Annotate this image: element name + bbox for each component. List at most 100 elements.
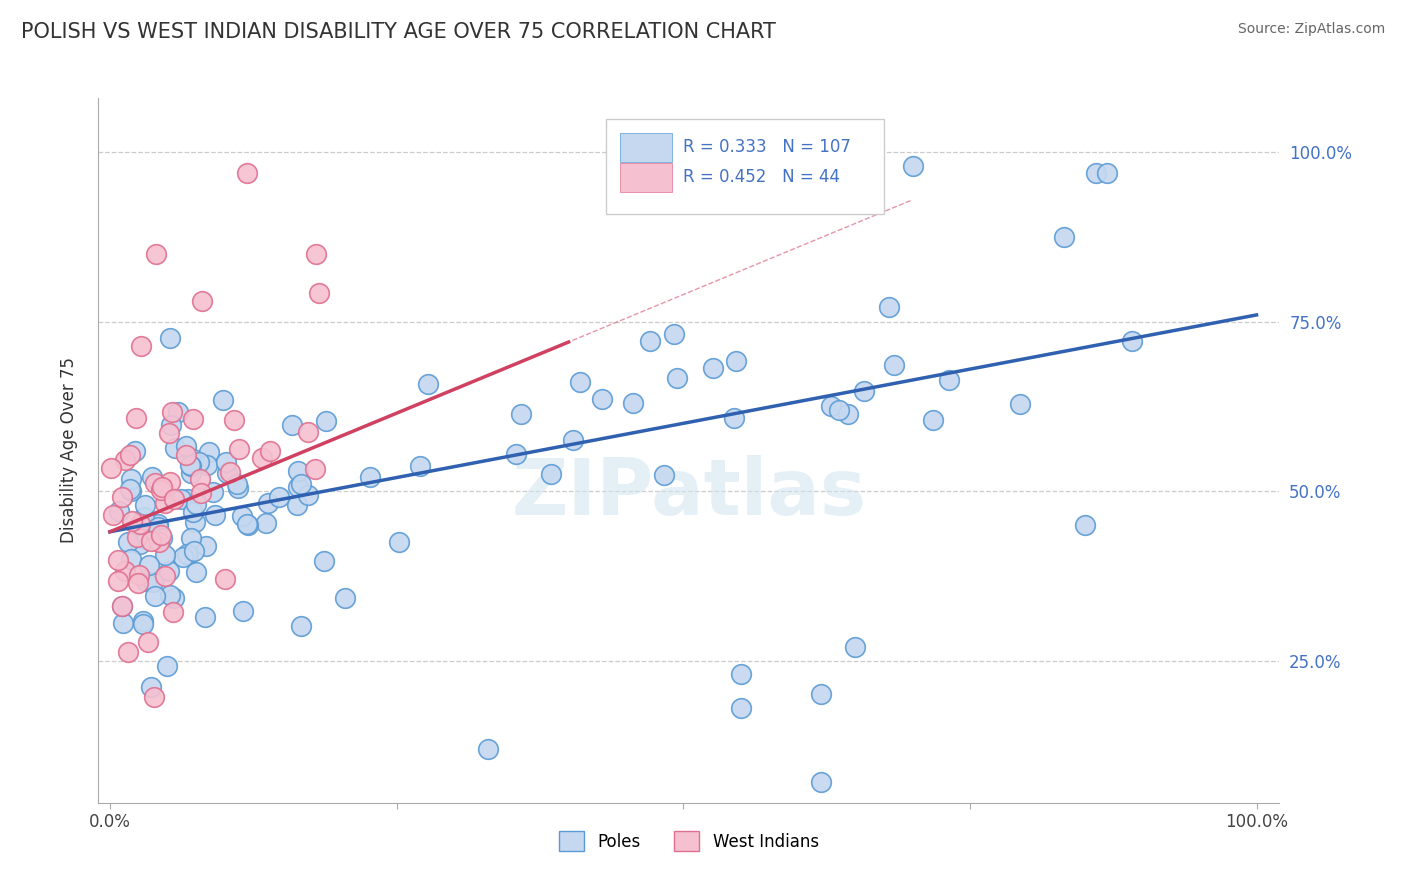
Point [652,468,675,483]
Point [837,407,859,421]
Point [120,484,142,499]
Point [226,482,249,496]
Point [165,441,187,455]
Point [883,359,905,373]
Point [281,418,304,433]
Point [142,575,165,590]
Point [510,407,533,421]
Point [1053,229,1076,244]
Text: POLISH VS WEST INDIAN DISABILITY AGE OVER 75 CORRELATION CHART: POLISH VS WEST INDIAN DISABILITY AGE OVE… [21,22,776,42]
Point [136,634,159,648]
Point [117,645,139,659]
Point [250,451,273,466]
Point [179,458,201,472]
Point [335,591,357,605]
Point [128,537,150,551]
Point [180,531,202,545]
Point [183,515,205,529]
Point [143,690,166,704]
Point [287,480,309,494]
Point [162,605,184,619]
Point [107,574,129,588]
Point [225,476,247,491]
Point [150,480,173,494]
Point [181,505,204,519]
Point [388,535,411,549]
FancyBboxPatch shape [620,133,672,161]
Point [156,659,179,673]
Point [170,492,193,507]
Point [730,667,752,681]
Point [1121,334,1143,348]
Point [134,509,156,524]
Point [111,615,134,630]
Point [159,475,181,490]
Point [114,453,136,467]
Point [285,498,308,512]
Point [177,492,200,507]
Point [591,392,613,406]
Point [853,384,876,399]
Point [148,535,170,549]
Point [194,539,217,553]
Point [159,426,181,441]
Point [297,488,319,502]
Point [305,247,328,261]
Point [214,572,236,586]
Point [127,530,149,544]
Point [129,339,152,353]
Point [120,473,142,487]
Point [111,490,134,504]
Point [184,565,207,579]
Point [163,591,186,606]
Point [195,458,218,473]
Point [540,467,562,481]
Y-axis label: Disability Age Over 75: Disability Age Over 75 [59,358,77,543]
Text: Source: ZipAtlas.com: Source: ZipAtlas.com [1237,22,1385,37]
Point [120,482,142,496]
Point [308,286,330,301]
Point [176,547,198,561]
Point [163,491,186,506]
Point [290,477,312,491]
Point [159,330,181,344]
Point [174,439,197,453]
Point [224,413,246,427]
Point [143,589,166,603]
Point [359,470,381,484]
Point [107,553,129,567]
Point [198,445,221,459]
Point [190,486,212,500]
FancyBboxPatch shape [620,163,672,192]
Point [297,425,319,439]
Point [180,466,202,480]
Point [162,405,184,419]
Point [238,517,260,532]
Point [315,414,337,428]
Point [124,443,146,458]
Point [505,447,527,461]
Point [145,247,167,261]
Point [477,741,499,756]
Point [131,614,153,628]
Point [157,564,180,578]
Point [879,300,901,314]
Point [287,464,309,478]
Point [129,516,152,531]
Point [219,465,242,479]
Point [148,520,170,534]
Point [114,564,136,578]
Point [143,475,166,490]
Point [562,433,585,447]
Point [569,375,592,389]
Text: R = 0.452   N = 44: R = 0.452 N = 44 [683,168,839,186]
Point [214,455,236,469]
Point [231,509,253,524]
Point [146,516,169,531]
Point [184,498,207,512]
Point [820,400,842,414]
Point [174,448,197,462]
Point [194,610,217,624]
Point [1073,518,1095,533]
Point [232,604,254,618]
